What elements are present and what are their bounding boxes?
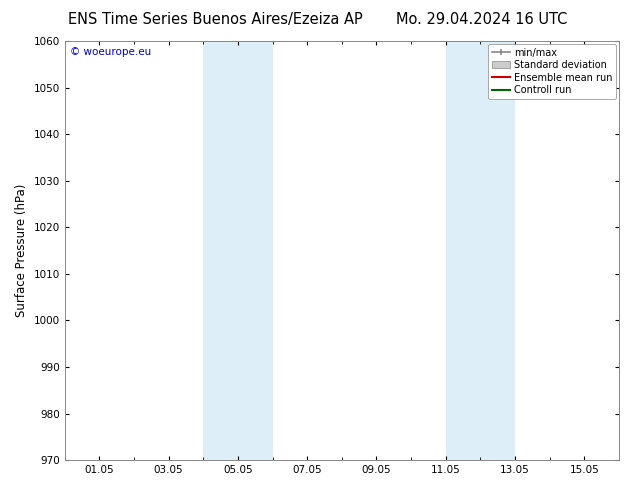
Bar [238,41,273,460]
Text: ENS Time Series Buenos Aires/Ezeiza AP: ENS Time Series Buenos Aires/Ezeiza AP [68,12,363,27]
Y-axis label: Surface Pressure (hPa): Surface Pressure (hPa) [15,184,28,318]
Bar [481,41,515,460]
Bar [204,41,238,460]
Text: © woeurope.eu: © woeurope.eu [70,48,152,57]
Text: Mo. 29.04.2024 16 UTC: Mo. 29.04.2024 16 UTC [396,12,567,27]
Bar [446,41,481,460]
Legend: min/max, Standard deviation, Ensemble mean run, Controll run: min/max, Standard deviation, Ensemble me… [488,44,616,99]
